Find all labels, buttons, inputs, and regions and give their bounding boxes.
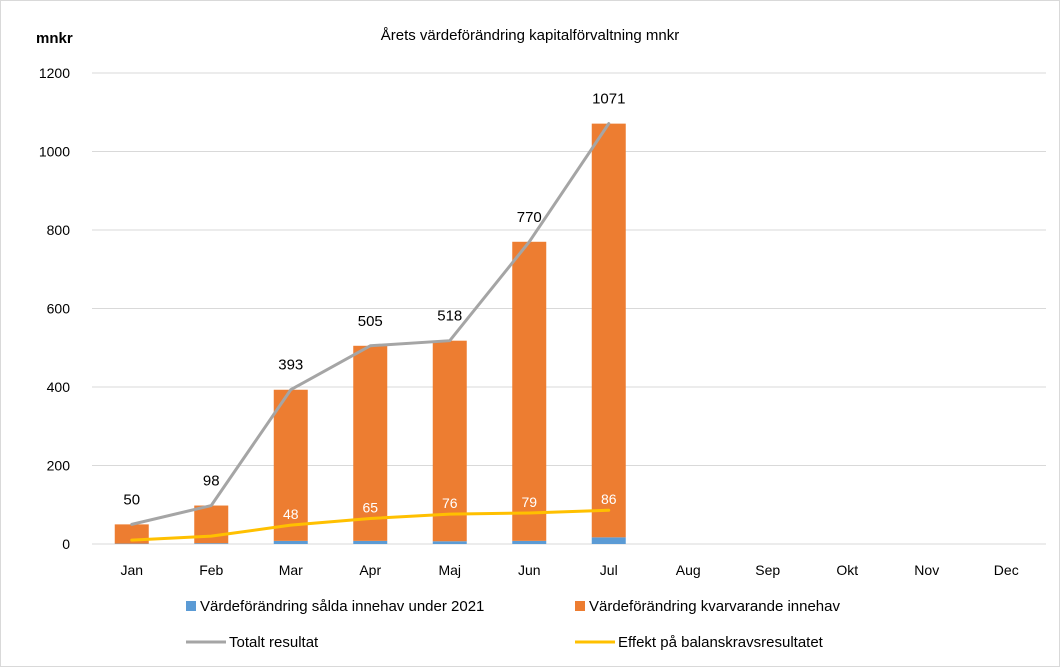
legend-label: Värdeförändring sålda innehav under 2021	[200, 598, 484, 615]
y-tick-label: 1000	[39, 144, 70, 160]
total-data-label: 505	[358, 313, 383, 330]
x-tick-label: Jan	[120, 562, 143, 578]
bar-sold-holdings	[512, 540, 547, 544]
x-tick-label: Apr	[359, 562, 381, 578]
bar-sold-holdings	[273, 540, 308, 544]
y-tick-label: 800	[47, 222, 71, 238]
line-balance-effect	[130, 508, 611, 542]
x-tick-label: Aug	[676, 562, 701, 578]
total-data-label: 393	[278, 357, 303, 374]
y-axis-ticks: 0 200 400 600 800 1000 1200	[39, 65, 70, 552]
bar-remaining-holdings	[273, 389, 308, 541]
x-axis-ticks: Jan Feb Mar Apr Maj Jun Jul Aug Sep Okt Nov Dec	[120, 562, 1018, 578]
legend: Värdeförändring sålda innehav under 2021…	[186, 598, 840, 651]
bar-remaining-holdings	[432, 340, 467, 542]
x-tick-label: Nov	[914, 562, 939, 578]
bar-sold-holdings	[353, 540, 388, 544]
bar-sold-holdings	[194, 543, 229, 544]
bar-remaining-holdings	[512, 241, 547, 541]
bars	[114, 123, 626, 544]
effect-data-label: 65	[362, 499, 378, 515]
bar-sold-holdings	[591, 537, 626, 544]
y-axis-unit-label: mnkr	[36, 30, 73, 47]
y-tick-label: 400	[47, 379, 71, 395]
bar-remaining-holdings	[353, 345, 388, 541]
bar-remaining-holdings	[591, 123, 626, 538]
chart-title: Årets värdeförändring kapitalförvaltning…	[381, 27, 679, 44]
legend-swatch	[186, 601, 196, 611]
x-tick-label: Maj	[438, 562, 461, 578]
y-tick-label: 0	[62, 536, 70, 552]
total-data-label: 50	[123, 491, 140, 508]
x-tick-label: Sep	[755, 562, 780, 578]
effect-data-label: 86	[601, 491, 617, 507]
total-data-label: 98	[203, 473, 220, 490]
effect-data-label: 76	[442, 495, 458, 511]
effect-data-label: 79	[521, 494, 537, 510]
legend-label: Värdeförändring kvarvarande innehav	[589, 598, 840, 615]
data-labels: 50 98 393 505 518 770 1071 48 65 76 79 86	[123, 91, 625, 523]
total-data-label: 770	[517, 209, 542, 226]
x-tick-label: Mar	[279, 562, 303, 578]
lines	[130, 122, 611, 542]
legend-label: Totalt resultat	[229, 634, 319, 651]
y-tick-label: 600	[47, 301, 71, 317]
line-total-result	[130, 122, 611, 526]
x-tick-label: Feb	[199, 562, 223, 578]
x-tick-label: Jul	[600, 562, 618, 578]
total-data-label: 518	[437, 308, 462, 325]
x-tick-label: Okt	[836, 562, 858, 578]
total-data-label: 1071	[592, 91, 625, 108]
y-tick-label: 1200	[39, 65, 70, 81]
x-tick-label: Dec	[994, 562, 1019, 578]
x-tick-label: Jun	[518, 562, 541, 578]
y-tick-label: 200	[47, 458, 71, 474]
effect-data-label: 48	[283, 506, 299, 522]
bar-sold-holdings	[432, 541, 467, 544]
legend-swatch	[575, 601, 585, 611]
gridlines	[92, 72, 1046, 545]
legend-label: Effekt på balanskravsresultatet	[618, 634, 824, 651]
